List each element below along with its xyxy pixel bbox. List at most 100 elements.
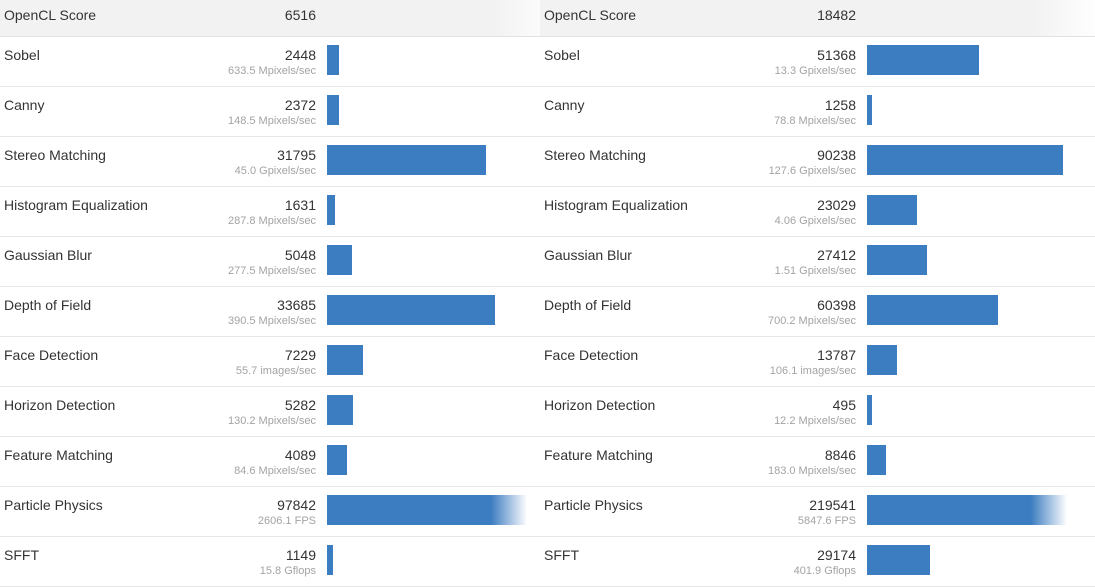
benchmark-score: 27412 — [817, 247, 856, 263]
benchmark-row: Feature Matching 4089 84.6 Mpixels/sec — [0, 437, 560, 487]
benchmark-score: 5282 — [284, 397, 316, 413]
opencl-score-label: OpenCL Score — [544, 7, 637, 23]
benchmark-rate: 106.1 images/sec — [769, 365, 856, 377]
benchmark-label: Canny — [4, 97, 45, 113]
benchmark-bar — [867, 195, 918, 225]
opencl-score-value: 6516 — [284, 7, 316, 23]
benchmark-rate: 2606.1 FPS — [257, 515, 316, 527]
benchmark-label: Feature Matching — [4, 447, 113, 463]
benchmark-row: SFFT 29174 401.9 Gflops — [540, 537, 1095, 587]
benchmark-bar — [327, 295, 496, 325]
benchmark-label: Sobel — [544, 47, 580, 63]
benchmark-rate: 287.8 Mpixels/sec — [227, 215, 316, 227]
benchmark-row: Particle Physics 219541 5847.6 FPS — [540, 487, 1095, 537]
opencl-score-header: OpenCL Score 18482 — [540, 0, 1095, 37]
benchmark-bar — [867, 295, 999, 325]
opencl-score-label: OpenCL Score — [4, 7, 97, 23]
benchmark-label: Particle Physics — [544, 497, 643, 513]
benchmark-row: Particle Physics 97842 2606.1 FPS — [0, 487, 560, 537]
benchmark-row: Histogram Equalization 23029 4.06 Gpixels/… — [540, 187, 1095, 237]
benchmark-row: Sobel 51368 13.3 Gpixels/sec — [540, 37, 1095, 87]
benchmark-rate: 78.8 Mpixels/sec — [774, 115, 856, 127]
benchmark-score: 90238 — [817, 147, 856, 163]
benchmark-score: 13787 — [817, 347, 856, 363]
opencl-score-value: 18482 — [817, 7, 856, 23]
benchmark-label: Face Detection — [544, 347, 639, 363]
benchmark-bar — [327, 245, 353, 275]
benchmark-bar — [867, 45, 979, 75]
benchmark-score: 495 — [832, 397, 856, 413]
benchmark-row: Stereo Matching 90238 127.6 Gpixels/sec — [540, 137, 1095, 187]
benchmark-score: 2448 — [284, 47, 316, 63]
benchmark-row: Face Detection 7229 55.7 images/sec — [0, 337, 560, 387]
benchmark-score: 4089 — [284, 447, 316, 463]
benchmark-label: Horizon Detection — [544, 397, 656, 413]
benchmark-row: Depth of Field 60398 700.2 Mpixels/sec — [540, 287, 1095, 337]
benchmark-row: Stereo Matching 31795 45.0 Gpixels/sec — [0, 137, 560, 187]
benchmark-rate: 55.7 images/sec — [235, 365, 316, 377]
benchmark-bar — [327, 195, 336, 225]
benchmark-label: Gaussian Blur — [544, 247, 632, 263]
benchmark-label: SFFT — [4, 547, 39, 563]
benchmark-panel-right: OpenCL Score 18482 Sobel 51368 13.3 Gpixels/… — [540, 0, 1095, 587]
benchmark-row: Feature Matching 8846 183.0 Mpixels/sec — [540, 437, 1095, 487]
benchmark-rate: 633.5 Mpixels/sec — [227, 65, 316, 77]
benchmark-bar — [327, 545, 333, 575]
benchmark-score: 1258 — [824, 97, 856, 113]
benchmark-panel-left: OpenCL Score 6516 Sobel 2448 633.5 Mpixels/s… — [0, 0, 560, 587]
benchmark-bar — [327, 395, 354, 425]
benchmark-rate: 700.2 Mpixels/sec — [767, 315, 856, 327]
benchmark-score: 33685 — [277, 297, 316, 313]
benchmark-rate: 130.2 Mpixels/sec — [227, 415, 316, 427]
benchmark-bar — [867, 545, 931, 575]
benchmark-score: 97842 — [277, 497, 316, 513]
benchmark-label: Sobel — [4, 47, 40, 63]
benchmark-row: Histogram Equalization 1631 287.8 Mpixels/… — [0, 187, 560, 237]
benchmark-row: Horizon Detection 5282 130.2 Mpixels/sec — [0, 387, 560, 437]
benchmark-rate: 15.8 Gflops — [259, 565, 316, 577]
benchmark-row: Horizon Detection 495 12.2 Mpixels/sec — [540, 387, 1095, 437]
benchmark-label: Stereo Matching — [544, 147, 646, 163]
benchmark-label: Horizon Detection — [4, 397, 116, 413]
benchmark-row: Gaussian Blur 5048 277.5 Mpixels/sec — [0, 237, 560, 287]
benchmark-score: 1631 — [284, 197, 316, 213]
benchmark-score: 29174 — [817, 547, 856, 563]
benchmark-label: Histogram Equalization — [544, 197, 688, 213]
benchmark-label: Depth of Field — [544, 297, 632, 313]
benchmark-rate: 13.3 Gpixels/sec — [774, 65, 856, 77]
benchmark-label: SFFT — [544, 547, 579, 563]
benchmark-rate: 84.6 Mpixels/sec — [234, 465, 316, 477]
benchmark-row: Canny 1258 78.8 Mpixels/sec — [540, 87, 1095, 137]
benchmark-score: 219541 — [809, 497, 856, 513]
benchmark-label: Canny — [544, 97, 585, 113]
benchmark-score: 8846 — [824, 447, 856, 463]
benchmark-rate: 277.5 Mpixels/sec — [227, 265, 316, 277]
benchmark-rate: 127.6 Gpixels/sec — [768, 165, 856, 177]
benchmark-row: Depth of Field 33685 390.5 Mpixels/sec — [0, 287, 560, 337]
benchmark-bar — [867, 95, 872, 125]
benchmark-bar — [327, 345, 364, 375]
benchmark-bar — [867, 495, 1067, 525]
benchmark-bar — [867, 145, 1064, 175]
benchmark-score: 51368 — [817, 47, 856, 63]
benchmark-label: Histogram Equalization — [4, 197, 148, 213]
benchmark-bar — [867, 245, 927, 275]
benchmark-rate: 183.0 Mpixels/sec — [767, 465, 856, 477]
benchmark-row: Gaussian Blur 27412 1.51 Gpixels/sec — [540, 237, 1095, 287]
opencl-score-header: OpenCL Score 6516 — [0, 0, 560, 37]
benchmark-score: 1149 — [285, 547, 316, 563]
benchmark-bar — [867, 345, 897, 375]
benchmark-rate: 5847.6 FPS — [797, 515, 856, 527]
benchmark-rate: 401.9 Gflops — [793, 565, 856, 577]
benchmark-bar — [327, 495, 527, 525]
benchmark-label: Face Detection — [4, 347, 99, 363]
benchmark-rate: 390.5 Mpixels/sec — [227, 315, 316, 327]
benchmark-score: 7229 — [284, 347, 316, 363]
benchmark-row: Canny 2372 148.5 Mpixels/sec — [0, 87, 560, 137]
benchmark-row: SFFT 1149 15.8 Gflops — [0, 537, 560, 587]
benchmark-rate: 4.06 Gpixels/sec — [774, 215, 856, 227]
benchmark-bar — [327, 145, 486, 175]
benchmark-rate: 1.51 Gpixels/sec — [774, 265, 856, 277]
benchmark-rate: 12.2 Mpixels/sec — [774, 415, 856, 427]
benchmark-label: Particle Physics — [4, 497, 103, 513]
